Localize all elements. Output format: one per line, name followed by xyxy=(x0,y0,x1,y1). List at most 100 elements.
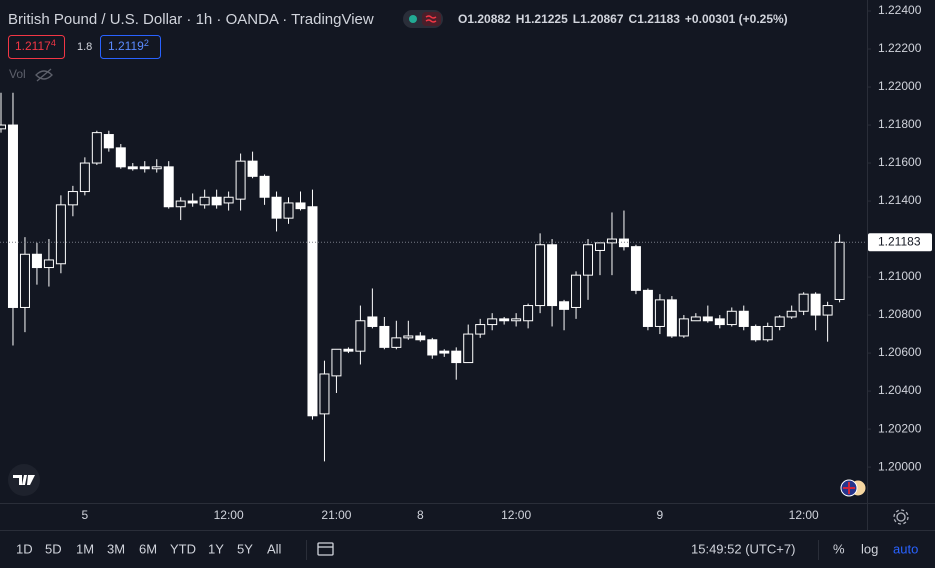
candle-body-down xyxy=(271,196,282,219)
ohlc-value: 1.21183 xyxy=(637,12,680,26)
candle-body-up xyxy=(355,320,366,352)
range-button[interactable]: All xyxy=(267,541,282,556)
settings-icon[interactable] xyxy=(893,509,909,525)
range-button[interactable]: 1M xyxy=(76,541,94,556)
ohlc-key: H xyxy=(516,12,525,26)
candle-body-down xyxy=(211,196,222,206)
auto-toggle[interactable]: auto xyxy=(893,541,918,556)
candle-body-up xyxy=(523,305,534,322)
x-tick-label: 12:00 xyxy=(501,508,531,522)
candle-body-up xyxy=(571,274,582,308)
y-tick-label: 1.20400 xyxy=(878,383,922,397)
candle-body-up xyxy=(595,242,605,251)
ask-small: 2 xyxy=(144,38,149,48)
ohlc-change: +0.00301 (+0.25%) xyxy=(685,12,788,26)
log-toggle[interactable]: log xyxy=(861,541,878,556)
candle-body-up xyxy=(762,325,773,341)
range-button[interactable]: 1D xyxy=(16,541,33,556)
candle-body-down xyxy=(427,339,438,356)
y-tick-label: 1.21400 xyxy=(878,193,922,207)
candle-body-up xyxy=(67,191,78,206)
candle-body-down xyxy=(343,348,354,352)
candle-body-down xyxy=(103,134,114,149)
eye-icon[interactable] xyxy=(35,68,53,82)
range-button[interactable]: 5Y xyxy=(237,541,253,556)
candle-body-down xyxy=(738,310,749,327)
candle-body-up xyxy=(391,337,402,348)
candle-body-up xyxy=(19,253,30,308)
ohlc-legend: O1.20882 H1.21225 L1.20867 C1.21183 +0.00301… xyxy=(458,12,788,26)
range-button[interactable]: 1Y xyxy=(208,541,224,556)
candle-body-down xyxy=(259,175,270,198)
gear-center xyxy=(896,512,906,522)
candle-body-up xyxy=(199,196,210,206)
y-tick-label: 1.20800 xyxy=(878,307,922,321)
candle-body-down xyxy=(810,293,821,316)
candle-body-down xyxy=(187,200,198,204)
ask-box[interactable] xyxy=(100,35,161,59)
candle-body-up xyxy=(175,200,186,208)
candle-body-down xyxy=(31,253,42,269)
candle-body-up xyxy=(786,310,797,318)
flag-cross xyxy=(843,482,855,494)
candle-body-down xyxy=(163,166,174,208)
candle-body-up xyxy=(151,166,162,170)
candle-body-up xyxy=(55,204,66,265)
x-tick-label: 5 xyxy=(82,508,89,522)
candle-body-down xyxy=(618,238,629,248)
y-tick-label: 1.20000 xyxy=(878,459,922,473)
candle-body-up xyxy=(606,238,617,244)
ohlc-key: L xyxy=(573,12,580,26)
candle-body-down xyxy=(666,299,677,337)
flags[interactable] xyxy=(840,479,867,497)
tv-logo[interactable] xyxy=(8,464,40,496)
candle-body-up xyxy=(283,202,294,219)
candle-body-up xyxy=(487,318,498,326)
candle-body-down xyxy=(307,206,318,417)
candle-body-up xyxy=(319,373,330,415)
candle-body-down xyxy=(139,166,150,170)
volume-label: Vol xyxy=(9,67,26,81)
candle-body-down xyxy=(702,316,713,322)
candle-body-down xyxy=(451,350,462,364)
candle-body-up xyxy=(0,124,6,130)
bid-price: 1.21174 xyxy=(15,38,56,53)
candle-body-up xyxy=(726,310,737,326)
candle-body-up xyxy=(583,244,594,276)
ohlc-key: O xyxy=(458,12,467,26)
logo-mark xyxy=(13,475,35,485)
candle-body-up xyxy=(43,259,54,269)
candle-body-down xyxy=(547,244,558,307)
y-tick-label: 1.20200 xyxy=(878,421,922,435)
x-tick-label: 9 xyxy=(657,508,664,522)
candle-body-up xyxy=(403,335,414,339)
toggle-icons[interactable] xyxy=(403,10,443,28)
y-tick-label: 1.21800 xyxy=(878,117,922,131)
range-button[interactable]: YTD xyxy=(170,541,196,556)
symbol-title: British Pound / U.S. Dollar · 1h · OANDA… xyxy=(8,11,374,28)
candle-body-down xyxy=(499,318,510,322)
candle-body-up xyxy=(331,348,342,377)
candle-body-down xyxy=(295,202,306,210)
range-button[interactable]: 5D xyxy=(45,541,62,556)
bid-box[interactable] xyxy=(8,35,65,59)
y-tick-label: 1.21000 xyxy=(878,269,922,283)
compare-icon[interactable] xyxy=(317,542,334,556)
y-tick-label: 1.22000 xyxy=(878,79,922,93)
y-tick-label: 1.20600 xyxy=(878,345,922,359)
percent-toggle[interactable]: % xyxy=(833,541,845,556)
x-tick-label: 8 xyxy=(417,508,424,522)
price-label-bg xyxy=(868,233,932,252)
range-button[interactable]: 6M xyxy=(139,541,157,556)
gear-teeth xyxy=(893,509,909,525)
status-dot xyxy=(409,15,417,23)
candle-body-up xyxy=(535,244,546,307)
candle-body-up xyxy=(798,293,809,312)
ask-main: 1.2119 xyxy=(108,39,144,53)
candle-body-down xyxy=(439,350,450,354)
range-button[interactable]: 3M xyxy=(107,541,125,556)
candle-body-down xyxy=(750,325,761,341)
candle-body-down xyxy=(630,246,641,291)
